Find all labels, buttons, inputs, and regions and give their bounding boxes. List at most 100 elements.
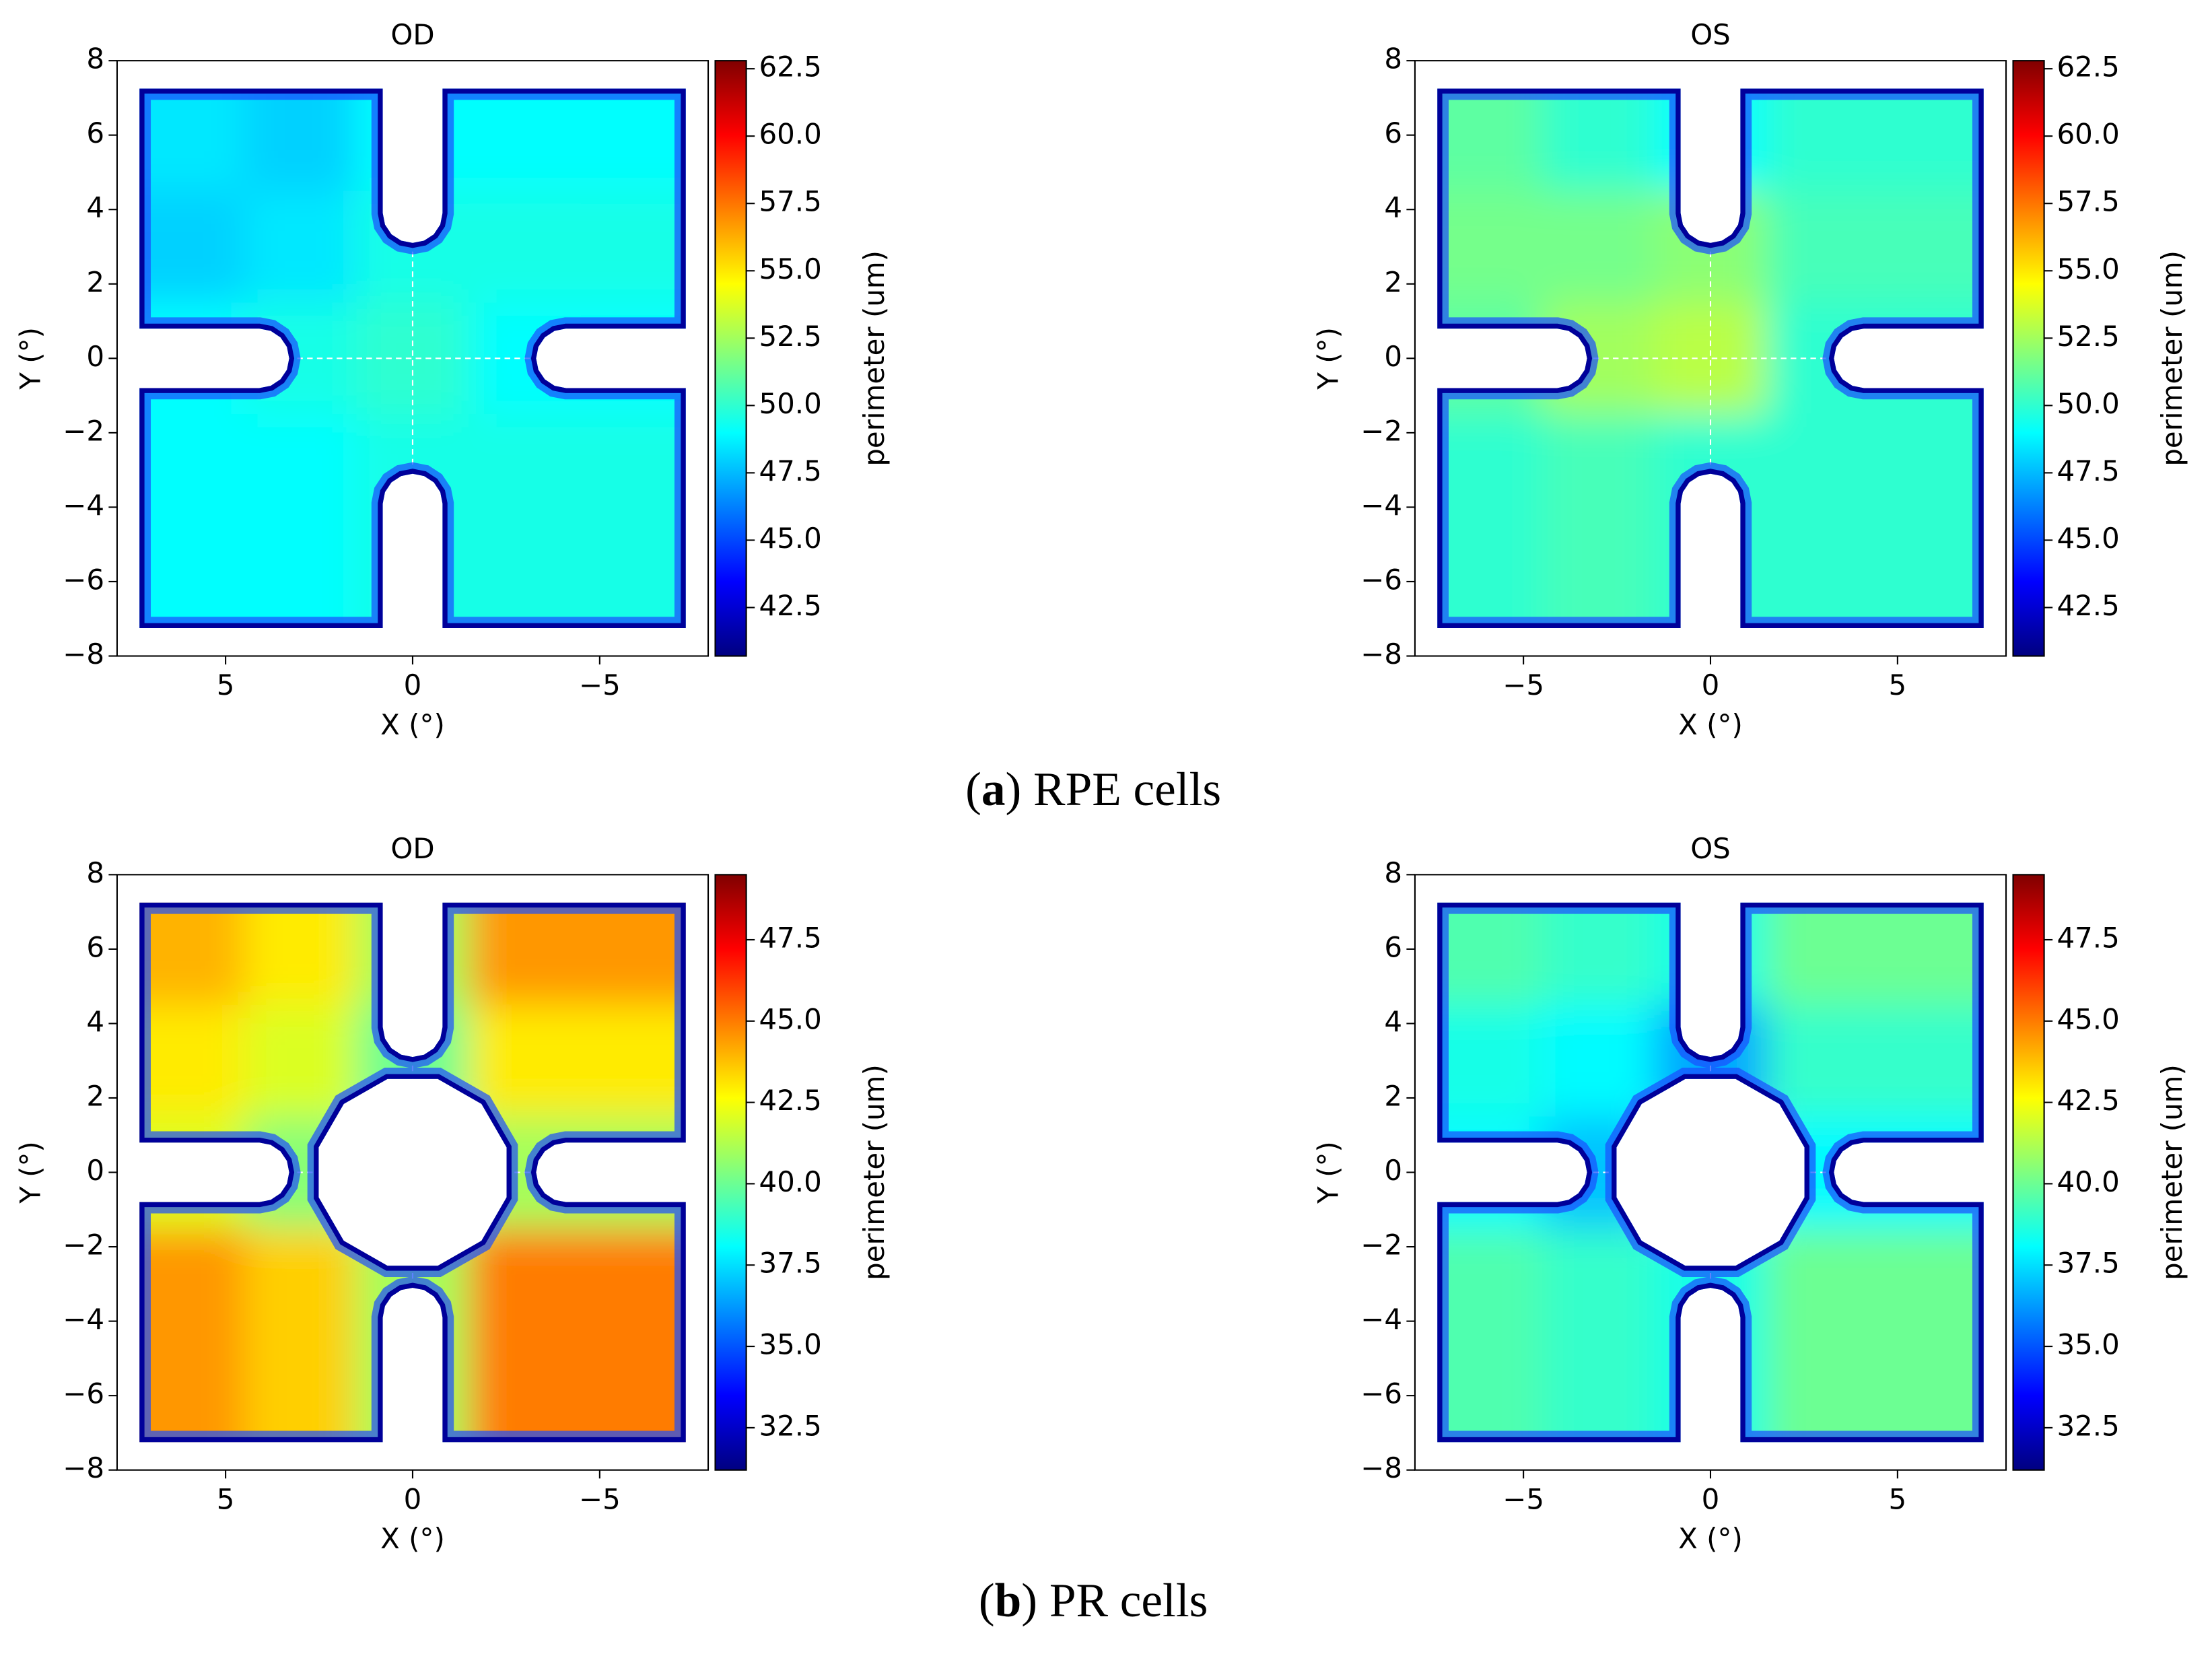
panel: 5 0 −5 −8 −6 −4 −2 0 2 4 6 8 X (°) Y (°) OD 32.5 35.0 37.…: [14, 832, 891, 1555]
colorbar: [2012, 874, 2045, 1471]
chart-title: OD: [390, 18, 434, 51]
y-tick-label: −6: [1360, 1377, 1402, 1410]
cell: [469, 1004, 686, 1117]
cell: [1766, 1004, 1984, 1117]
x-axis-label: X (°): [1678, 708, 1743, 741]
chart-title: OS: [1690, 18, 1731, 51]
x-tick-label: −5: [579, 1482, 621, 1515]
colorbar-tick-label: 52.5: [2057, 320, 2119, 353]
cell: [469, 191, 686, 303]
caption: (b) PR cells: [979, 1575, 1208, 1627]
y-tick-label: −2: [63, 1229, 104, 1262]
edge: [139, 88, 686, 629]
colorbar-tick-label: 42.5: [759, 1084, 821, 1117]
caption-open: (: [965, 763, 981, 816]
colorbar: [714, 874, 747, 1471]
colorbar-tick-label: 62.5: [759, 50, 821, 83]
field-blur: [139, 902, 686, 1443]
colorbar-tick-label: 50.0: [2057, 387, 2119, 420]
y-tick-label: 8: [1384, 856, 1402, 889]
cell: [244, 414, 357, 629]
colorbar-tick-label: 45.0: [759, 1002, 821, 1035]
x-tick-label: 5: [1889, 1482, 1907, 1515]
colorbar-tick-label: 42.5: [759, 589, 821, 622]
colorbar-tick-label: 42.5: [2057, 589, 2119, 622]
colorbar-tick-label: 32.5: [759, 1409, 821, 1442]
colorbar-tick-label: 47.5: [2057, 454, 2119, 487]
y-tick-label: 6: [86, 930, 104, 963]
caption-letter: a: [981, 763, 1006, 816]
colorbar-tick-label: 60.0: [2057, 118, 2119, 151]
cell: [1542, 1228, 1655, 1443]
x-tick-label: 5: [1889, 668, 1907, 701]
y-tick-label: −4: [1360, 1303, 1402, 1336]
caption: (a) RPE cells: [965, 763, 1221, 816]
x-tick-label: 0: [1702, 668, 1720, 701]
y-tick-label: 2: [1384, 1079, 1402, 1112]
y-tick-label: −8: [1360, 1451, 1402, 1484]
colorbar-tick-label: 37.5: [2057, 1247, 2119, 1280]
colorbar-tick-label: 60.0: [759, 118, 821, 151]
y-tick-label: −6: [63, 1377, 104, 1410]
colorbar-tick-label: 40.0: [759, 1165, 821, 1198]
x-tick-label: −5: [579, 668, 621, 701]
field: [1437, 88, 1984, 629]
cell: [1766, 191, 1984, 303]
y-axis-label: Y (°): [14, 1141, 47, 1204]
colorbar: [2012, 60, 2045, 657]
y-tick-label: 6: [86, 116, 104, 149]
colorbar-tick-label: 50.0: [759, 387, 821, 420]
colorbar-tick-label: 62.5: [2057, 50, 2119, 83]
x-tick-label: −5: [1502, 668, 1544, 701]
colorbar-tick-label: 37.5: [759, 1247, 821, 1280]
y-tick-label: 8: [86, 856, 104, 889]
cell: [1766, 414, 1984, 629]
y-tick-label: −4: [63, 1303, 104, 1336]
y-tick-label: 0: [1384, 340, 1402, 373]
y-tick-label: −6: [1360, 563, 1402, 596]
caption-text: ) PR cells: [1021, 1575, 1208, 1627]
y-tick-label: −4: [63, 489, 104, 522]
field: [139, 88, 686, 629]
colorbar-tick-label: 42.5: [2057, 1084, 2119, 1117]
colorbar-tick-label: 57.5: [2057, 185, 2119, 218]
panel: −5 0 5 −8 −6 −4 −2 0 2 4 6 8 X (°) Y (°) OS 32.5 35.0 37.…: [1312, 832, 2188, 1555]
y-tick-label: 8: [86, 42, 104, 75]
colorbar-label: perimeter (um): [858, 250, 891, 467]
colorbar-label: perimeter (um): [2155, 250, 2188, 467]
caption-letter: b: [995, 1575, 1022, 1627]
colorbar-tick-label: 45.0: [2057, 522, 2119, 555]
field-blur: [1437, 902, 1984, 1443]
y-tick-label: 4: [86, 1005, 104, 1038]
colorbar-tick-label: 57.5: [759, 185, 821, 218]
x-axis-label: X (°): [380, 1522, 445, 1555]
cell: [1542, 414, 1655, 629]
y-tick-label: 4: [86, 191, 104, 224]
x-tick-label: 5: [217, 668, 235, 701]
cell: [469, 1228, 686, 1443]
y-tick-label: 6: [1384, 116, 1402, 149]
x-tick-label: 0: [404, 668, 422, 701]
colorbar-tick-label: 35.0: [759, 1328, 821, 1361]
edge: [1437, 88, 1984, 629]
field: [139, 902, 686, 1443]
cell: [1654, 302, 1767, 415]
colorbar-tick-label: 47.5: [759, 921, 821, 954]
y-axis-label: Y (°): [1312, 327, 1345, 390]
cell: [469, 414, 686, 629]
caption-text: ) RPE cells: [1006, 763, 1222, 816]
y-tick-label: 4: [1384, 191, 1402, 224]
colorbar-tick-label: 55.0: [759, 252, 821, 285]
x-tick-label: −5: [1502, 1482, 1544, 1515]
colorbar: [714, 60, 747, 657]
x-tick-label: 5: [217, 1482, 235, 1515]
y-tick-label: 6: [1384, 930, 1402, 963]
y-tick-label: −2: [63, 414, 104, 447]
caption-open: (: [979, 1575, 995, 1627]
y-tick-label: 0: [86, 1154, 104, 1187]
panel: 5 0 −5 −8 −6 −4 −2 0 2 4 6 8 X (°) Y (°) OD 42.5 45.0 47.…: [14, 18, 891, 741]
y-tick-label: −8: [1360, 638, 1402, 670]
field: [1437, 902, 1984, 1443]
y-tick-label: −2: [1360, 1229, 1402, 1262]
